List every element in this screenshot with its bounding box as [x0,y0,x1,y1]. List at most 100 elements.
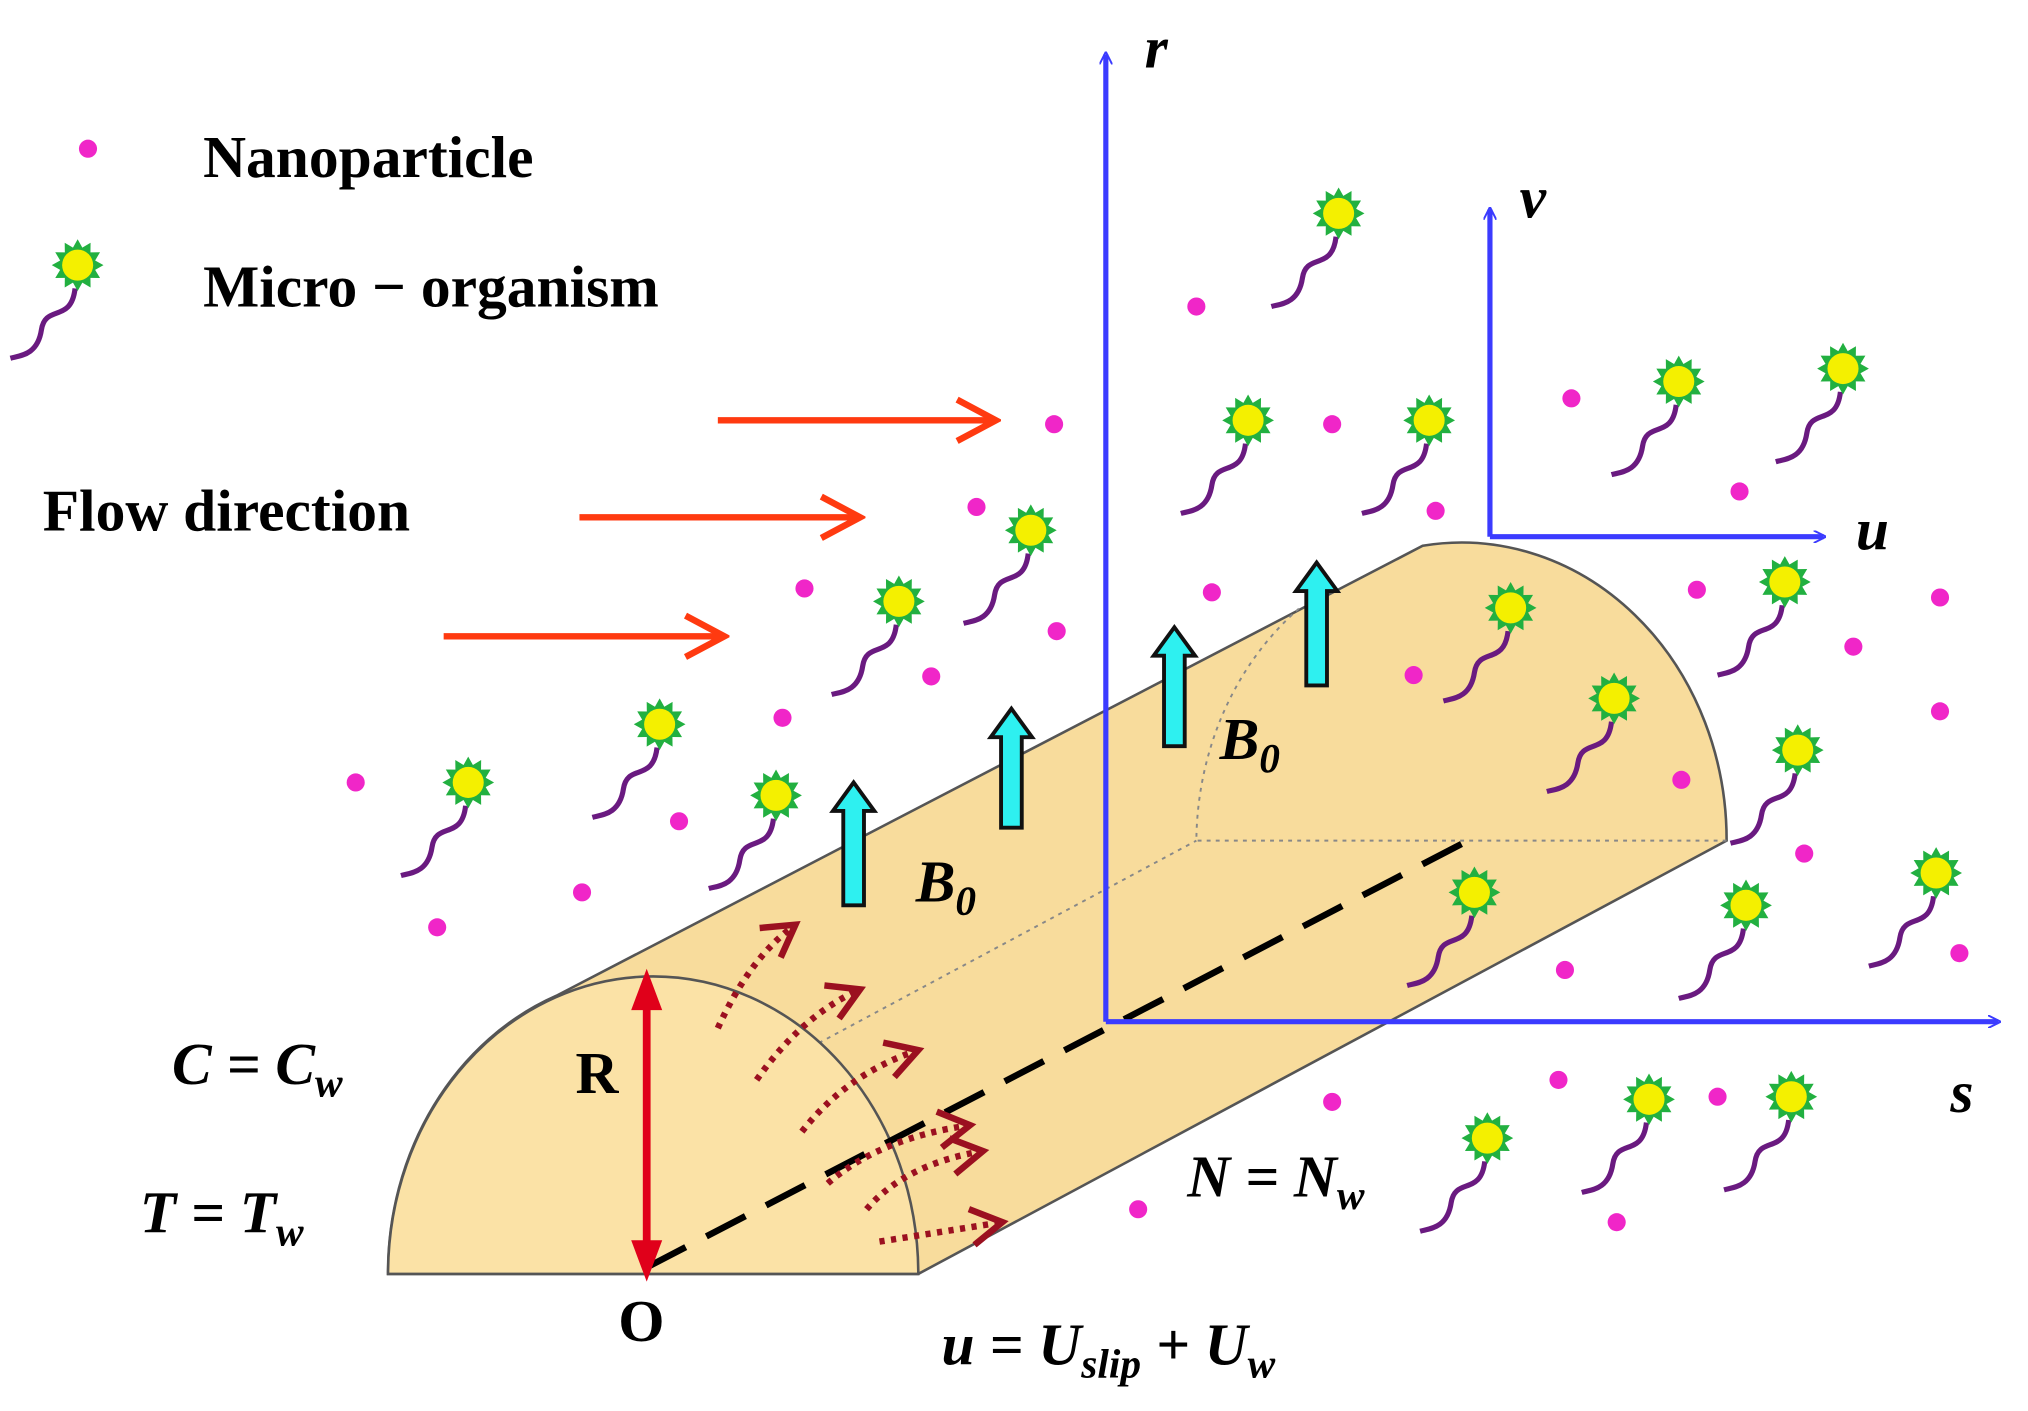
legend-microorganism: Micro − organism [203,254,659,320]
axis-label: s [1949,1059,1973,1125]
nanoparticle [428,918,447,937]
slip-arrows [714,920,1009,1248]
nanoparticle [1687,580,1706,599]
nanoparticle [1672,770,1691,789]
head [883,585,915,617]
microorganism [1716,556,1811,678]
head [62,249,94,281]
head [1015,514,1047,546]
condition-sub: w [1248,1340,1276,1386]
tail [830,624,899,698]
tail [1581,1122,1649,1195]
axis-label: u [1856,497,1889,563]
condition: C = Cw [172,1031,343,1106]
origin-label: O [618,1288,664,1354]
field-label-base: B [915,848,956,914]
microorganism [1546,672,1640,795]
field-label: B0 [915,848,976,923]
field-arrow [829,779,879,908]
tail [1610,404,1679,478]
microorganism [1442,581,1537,704]
microorganism [1270,187,1365,310]
nanoparticle [1562,389,1581,408]
field-label-sub: 0 [1259,735,1280,781]
tail [1729,772,1798,846]
nanoparticle [1607,1213,1626,1232]
tail [1678,928,1746,1001]
tail [1180,443,1249,516]
nanoparticle [1187,297,1206,316]
head [1769,566,1801,598]
head [1730,889,1762,921]
nanoparticle [1047,622,1066,641]
tail [1723,1119,1792,1193]
condition-sub: slip [1080,1340,1141,1386]
field-arrow [986,705,1036,830]
axes [1106,54,1998,1021]
nanoparticle [1708,1087,1727,1106]
head [1598,682,1630,714]
microorganism [1180,394,1274,516]
field-label-sub: 0 [955,877,976,923]
particles [9,139,1969,1234]
nanoparticle [773,708,792,727]
nanoparticle [1844,637,1863,656]
tail [1361,443,1430,516]
head [1775,1081,1807,1113]
head [1633,1083,1665,1115]
microorganism [1729,724,1824,846]
nanoparticle [1730,482,1749,501]
head [1471,1122,1503,1154]
head [1413,404,1445,436]
microorganism [708,769,802,892]
condition-main: + U [1141,1311,1251,1377]
nanoparticle [1323,415,1342,434]
microorganism [1868,847,1962,969]
head [1920,857,1952,889]
legend-nanoparticle: Nanoparticle [203,124,533,190]
nanoparticle [669,812,689,831]
nanoparticle [1549,1070,1568,1089]
head [1323,197,1355,229]
head [1458,876,1490,908]
condition-main: T = T [140,1180,279,1246]
field-arrow [1292,559,1342,688]
microorganism [1581,1073,1675,1195]
microorganism [9,239,104,361]
microorganism [830,575,925,698]
microorganism [1678,879,1772,1001]
nanoparticle [1930,588,1950,607]
tail [1546,721,1615,795]
microorganism [1406,866,1501,989]
field-arrow [1149,623,1199,749]
tail [708,818,777,892]
nanoparticle [78,139,98,158]
nanoparticle [1426,501,1445,520]
nanoparticle [346,773,365,792]
condition-main: u = U [942,1311,1085,1377]
microorganism [1775,342,1869,465]
condition: u = Uslip + Uw [942,1311,1276,1386]
head [1495,592,1527,624]
nanoparticle [1950,944,1969,963]
head [1232,404,1264,436]
flow-arrows [443,420,996,636]
head [1663,366,1695,398]
nanoparticle [1202,583,1221,602]
microorganism [1361,394,1456,516]
head [760,779,792,811]
head [1827,353,1859,385]
tail [1270,236,1339,310]
field-label: B0 [1219,706,1280,781]
tail [1442,630,1511,704]
microorganism [591,698,686,820]
head [452,766,484,798]
nanoparticle [1930,702,1950,721]
head [1782,734,1814,766]
tail [1868,895,1937,969]
tail [1716,604,1785,678]
nanoparticle [1555,960,1575,980]
nanoparticle [1129,1200,1148,1219]
tail [400,805,469,879]
